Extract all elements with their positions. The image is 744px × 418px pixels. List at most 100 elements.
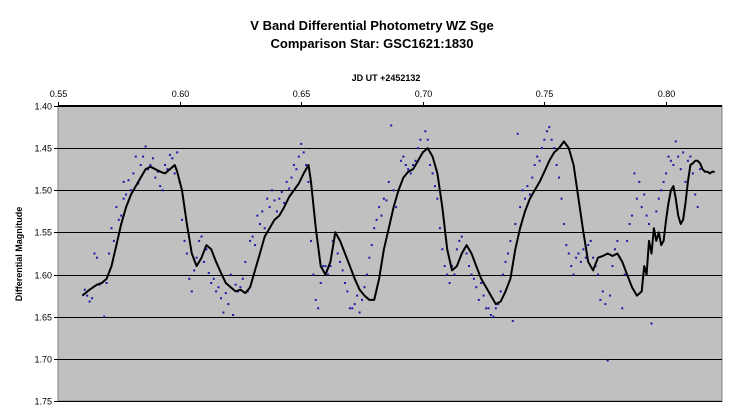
- data-point: [185, 252, 188, 255]
- data-point: [263, 227, 266, 230]
- y-tick-label: 1.70: [34, 355, 52, 365]
- data-point: [567, 252, 570, 255]
- data-point: [122, 180, 125, 183]
- data-point: [132, 172, 135, 175]
- data-point: [268, 206, 271, 209]
- data-point: [502, 273, 505, 276]
- data-point: [429, 164, 432, 166]
- data-point: [592, 256, 595, 259]
- data-point: [662, 180, 665, 183]
- data-point: [117, 218, 120, 221]
- data-point: [579, 260, 582, 263]
- data-point: [699, 168, 702, 171]
- data-point: [392, 189, 395, 192]
- data-point: [494, 307, 497, 310]
- data-point: [200, 235, 203, 238]
- data-point: [88, 300, 91, 303]
- data-point: [684, 180, 687, 183]
- data-point: [361, 298, 363, 301]
- data-point: [519, 206, 522, 209]
- data-point: [302, 151, 305, 154]
- data-point: [273, 199, 276, 202]
- data-point: [674, 140, 677, 143]
- data-point: [307, 180, 310, 183]
- data-point: [258, 223, 261, 225]
- data-point: [604, 303, 607, 306]
- chart-subtitle: Comparison Star: GSC1621:1830: [270, 36, 473, 51]
- data-point: [283, 201, 286, 204]
- data-point: [395, 206, 398, 209]
- data-point: [587, 244, 590, 247]
- data-point: [514, 223, 517, 225]
- data-point: [570, 265, 573, 268]
- trend-line-path: [81, 140, 715, 306]
- data-point: [368, 256, 371, 259]
- data-point: [149, 164, 152, 166]
- data-point: [134, 155, 137, 158]
- data-point: [575, 256, 578, 259]
- data-point: [103, 315, 106, 318]
- data-point: [331, 239, 334, 242]
- plot-area: [57, 105, 723, 402]
- data-point: [256, 214, 259, 217]
- data-point: [677, 155, 680, 158]
- data-point: [672, 164, 675, 166]
- data-point: [482, 294, 485, 297]
- data-point: [105, 282, 108, 284]
- data-point: [660, 189, 663, 192]
- data-point: [188, 277, 191, 280]
- data-point: [215, 290, 218, 293]
- data-point: [390, 124, 393, 127]
- data-point: [112, 239, 115, 242]
- data-point: [555, 164, 558, 166]
- data-point: [222, 311, 225, 314]
- data-point: [441, 248, 444, 251]
- data-point: [83, 288, 86, 291]
- data-points: [83, 124, 702, 362]
- data-point: [582, 248, 585, 251]
- data-point: [217, 286, 220, 289]
- x-tick-label: 0.80: [658, 89, 676, 99]
- data-point: [164, 164, 166, 166]
- data-point: [275, 210, 278, 213]
- data-point: [611, 265, 614, 268]
- y-tick-label: 1.65: [34, 313, 52, 323]
- data-point: [521, 189, 524, 192]
- data-point: [623, 273, 626, 276]
- data-point: [550, 138, 553, 141]
- data-point: [438, 227, 441, 230]
- data-point: [419, 138, 422, 141]
- data-point: [431, 172, 434, 175]
- y-axis-title: Differential Magnitude: [14, 207, 24, 302]
- data-point: [480, 282, 483, 284]
- data-point: [120, 214, 123, 217]
- data-point: [241, 277, 244, 280]
- data-point: [280, 191, 283, 193]
- data-point: [465, 252, 468, 255]
- data-point: [404, 164, 407, 166]
- data-point: [472, 277, 475, 280]
- data-point: [631, 214, 633, 217]
- data-point: [402, 155, 405, 158]
- data-point: [606, 359, 609, 362]
- data-point: [601, 290, 604, 293]
- data-point: [460, 235, 463, 238]
- data-point: [317, 307, 320, 310]
- data-point: [348, 307, 351, 310]
- data-point: [341, 269, 344, 272]
- data-point: [234, 283, 237, 286]
- data-point: [115, 206, 118, 209]
- data-point: [380, 214, 383, 217]
- data-point: [171, 157, 174, 160]
- y-tick-label: 1.45: [34, 144, 52, 154]
- data-point: [295, 168, 298, 171]
- data-point: [387, 180, 390, 183]
- data-point: [477, 298, 480, 301]
- data-point: [689, 155, 692, 158]
- data-point: [638, 180, 641, 183]
- data-point: [144, 145, 147, 148]
- data-point: [329, 265, 332, 268]
- data-point: [220, 297, 222, 300]
- x-axis-title: JD UT +2452132: [352, 73, 421, 83]
- data-point: [110, 227, 113, 230]
